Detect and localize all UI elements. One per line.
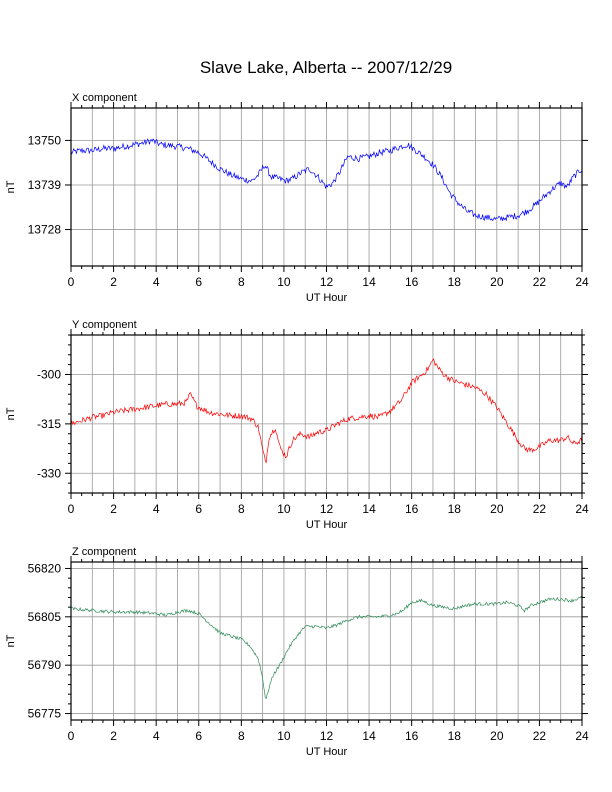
y-axis-label: nT bbox=[5, 180, 17, 193]
x-tick-label: 22 bbox=[533, 275, 547, 289]
x-tick-label: 2 bbox=[110, 275, 117, 289]
x-tick-label: 6 bbox=[195, 502, 202, 516]
series-line-3 bbox=[70, 595, 583, 699]
x-tick-label: 4 bbox=[153, 502, 160, 516]
y-tick-label: 56805 bbox=[28, 610, 62, 624]
x-axis-label: UT Hour bbox=[306, 746, 348, 758]
series-line-2 bbox=[70, 358, 583, 464]
x-tick-label: 24 bbox=[575, 275, 589, 289]
x-tick-label: 16 bbox=[405, 275, 419, 289]
x-tick-label: 0 bbox=[68, 729, 75, 743]
x-tick-label: 24 bbox=[575, 502, 589, 516]
x-tick-label: 8 bbox=[238, 275, 245, 289]
y-axis-label: nT bbox=[5, 634, 17, 647]
y-tick-label: -330 bbox=[37, 466, 61, 480]
y-component-label: Y component bbox=[72, 319, 137, 331]
x-tick-label: 16 bbox=[405, 502, 419, 516]
x-tick-label: 20 bbox=[490, 275, 504, 289]
x-tick-label: 12 bbox=[320, 729, 334, 743]
x-tick-label: 14 bbox=[362, 729, 376, 743]
y-tick-label: 56775 bbox=[28, 707, 62, 721]
x-tick-label: 18 bbox=[448, 502, 462, 516]
x-tick-label: 16 bbox=[405, 729, 419, 743]
series-line-1 bbox=[70, 138, 583, 222]
y-tick-label: 13739 bbox=[28, 178, 62, 192]
x-axis-label: UT Hour bbox=[306, 519, 348, 531]
x-tick-label: 20 bbox=[490, 729, 504, 743]
y-tick-label: 56820 bbox=[28, 561, 62, 575]
x-tick-label: 14 bbox=[362, 502, 376, 516]
y-tick-label: 13728 bbox=[28, 223, 62, 237]
x-tick-label: 12 bbox=[320, 275, 334, 289]
y-tick-label: -300 bbox=[37, 368, 61, 382]
page-title: Slave Lake, Alberta -- 2007/12/29 bbox=[199, 58, 453, 77]
x-tick-label: 14 bbox=[362, 275, 376, 289]
x-tick-label: 10 bbox=[277, 729, 291, 743]
x-tick-label: 2 bbox=[110, 502, 117, 516]
y-tick-label: 56790 bbox=[28, 658, 62, 672]
x-tick-label: 0 bbox=[68, 275, 75, 289]
y-axis-label: nT bbox=[5, 407, 17, 420]
x-tick-label: 6 bbox=[195, 275, 202, 289]
x-tick-label: 12 bbox=[320, 502, 334, 516]
y-tick-label: 13750 bbox=[28, 133, 62, 147]
x-tick-label: 8 bbox=[238, 729, 245, 743]
y-tick-label: -315 bbox=[37, 417, 61, 431]
x-tick-label: 4 bbox=[153, 275, 160, 289]
x-tick-label: 8 bbox=[238, 502, 245, 516]
x-tick-label: 4 bbox=[153, 729, 160, 743]
x-tick-label: 18 bbox=[448, 729, 462, 743]
x-tick-label: 22 bbox=[533, 502, 547, 516]
x-tick-label: 22 bbox=[533, 729, 547, 743]
x-tick-label: 10 bbox=[277, 502, 291, 516]
x-tick-label: 18 bbox=[448, 275, 462, 289]
x-tick-label: 24 bbox=[575, 729, 589, 743]
x-tick-label: 6 bbox=[195, 729, 202, 743]
x-axis-label: UT Hour bbox=[306, 292, 348, 304]
z-component-label: Z component bbox=[72, 546, 137, 558]
x-component-label: X component bbox=[72, 92, 137, 104]
x-tick-label: 10 bbox=[277, 275, 291, 289]
x-tick-label: 0 bbox=[68, 502, 75, 516]
x-tick-label: 2 bbox=[110, 729, 117, 743]
x-tick-label: 20 bbox=[490, 502, 504, 516]
